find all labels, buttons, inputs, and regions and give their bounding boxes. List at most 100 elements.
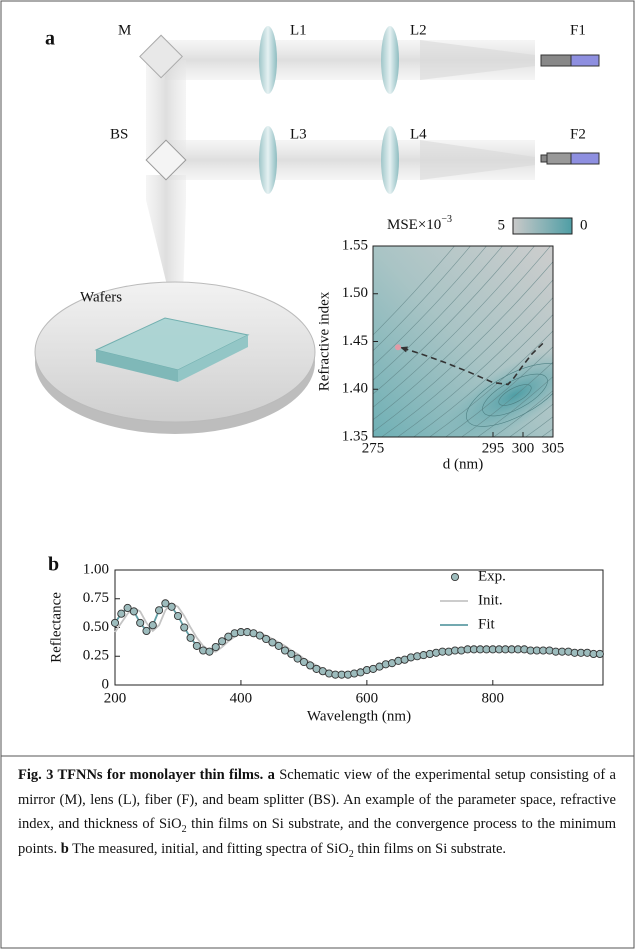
x-axis-label: d (nm) <box>443 456 483 472</box>
data-point <box>280 646 290 655</box>
data-point <box>262 634 271 644</box>
component-label: L4 <box>410 126 427 142</box>
y-tick-label: 1.00 <box>83 561 109 577</box>
component-label: F1 <box>570 22 586 38</box>
contour-line <box>498 384 532 406</box>
x-tick-label: 600 <box>356 690 379 706</box>
contour-line <box>373 246 455 336</box>
caption-text: a <box>263 767 275 783</box>
data-point <box>173 611 183 621</box>
y-tick-label: 0.25 <box>83 648 109 664</box>
colorbar-tick-label: 5 <box>498 217 506 233</box>
panel-label: b <box>48 554 59 576</box>
fiber <box>546 152 572 165</box>
data-point <box>595 649 604 659</box>
colorbar-label-text: MSE×10 <box>387 217 441 233</box>
contour-valley <box>442 349 553 437</box>
data-point <box>224 632 233 641</box>
y-tick-label: 0 <box>102 676 110 692</box>
contour-line <box>373 246 471 352</box>
fiber <box>540 154 548 163</box>
data-point <box>161 599 170 608</box>
contour-lines <box>373 246 553 437</box>
contour-line <box>373 246 487 367</box>
contour-line <box>373 246 535 408</box>
component-label: Wafers <box>80 289 122 305</box>
data-point <box>148 621 157 630</box>
colorbar <box>512 217 573 235</box>
beam-focus <box>420 140 535 180</box>
legend-label: Exp. <box>478 568 506 584</box>
component-label: L3 <box>290 126 307 142</box>
data-point <box>306 661 315 670</box>
legend-label: Fit <box>478 616 496 632</box>
data-point <box>268 638 277 647</box>
lens <box>259 26 277 94</box>
contour-line <box>445 346 553 437</box>
sample-side <box>96 350 178 382</box>
sample-side <box>178 335 248 382</box>
data-point <box>205 647 214 656</box>
data-point <box>211 643 220 652</box>
x-tick-label: 295 <box>482 440 505 456</box>
caption-text: thin films on Si substrate, and the conv… <box>18 816 616 857</box>
caption-title: Fig. 3 TFNNs for monolayer thin films. <box>18 767 264 783</box>
beam-focus <box>420 40 535 80</box>
y-tick-label: 1.35 <box>342 428 368 444</box>
colorbar-label-exponent: −3 <box>441 214 452 225</box>
x-tick-label: 305 <box>542 440 565 456</box>
lens <box>259 126 277 194</box>
data-point <box>186 633 195 642</box>
x-tick-label: 300 <box>512 440 535 456</box>
fiber <box>540 54 572 67</box>
contour-line <box>373 246 519 395</box>
contour-line <box>373 246 551 421</box>
contour-line <box>373 261 553 433</box>
y-axis-label: Refractive index <box>316 291 332 391</box>
y-tick-label: 1.50 <box>342 285 368 301</box>
caption-text: b <box>60 840 69 857</box>
contour-line <box>482 373 548 417</box>
fiber <box>570 152 600 165</box>
caption-text: thin films on Si substrate. <box>353 840 507 857</box>
x-tick-label: 275 <box>362 440 385 456</box>
caption-text: 2 <box>181 823 187 835</box>
component-label: BS <box>110 126 128 142</box>
panel-label: a <box>45 28 55 50</box>
data-point <box>255 631 264 640</box>
contour-line <box>429 330 553 437</box>
convergence-path <box>399 342 544 386</box>
contour-line <box>381 279 553 437</box>
component-label: L1 <box>290 22 307 38</box>
y-tick-label: 1.55 <box>342 237 368 253</box>
data-point <box>274 641 283 650</box>
legend-marker <box>450 572 460 582</box>
x-tick-label: 200 <box>104 690 127 706</box>
caption-text: Schematic view of the experimental setup… <box>18 767 616 832</box>
data-point <box>167 602 176 611</box>
fiber <box>570 54 600 67</box>
y-tick-label: 1.45 <box>342 333 368 349</box>
contour-line <box>373 246 503 381</box>
x-tick-label: 400 <box>230 690 253 706</box>
beam-splitter <box>145 139 187 181</box>
data-point <box>293 654 302 663</box>
lens <box>381 26 399 94</box>
y-tick-label: 0.75 <box>83 590 109 606</box>
caption: Fig. 3 TFNNs for monolayer thin films. a… <box>18 763 616 861</box>
data-point <box>192 641 201 650</box>
lens <box>381 126 399 194</box>
y-axis-label: Reflectance <box>48 592 64 663</box>
data-point <box>142 626 151 636</box>
component-label: F2 <box>570 126 586 142</box>
legend-label: Init. <box>478 592 503 608</box>
caption-text: The measured, initial, and fitting spect… <box>68 840 349 857</box>
contour-line <box>397 297 553 437</box>
data-point <box>299 657 308 667</box>
data-point <box>123 603 132 613</box>
contour-field <box>373 246 553 437</box>
data-point <box>117 609 126 618</box>
y-tick-label: 0.50 <box>83 619 109 635</box>
